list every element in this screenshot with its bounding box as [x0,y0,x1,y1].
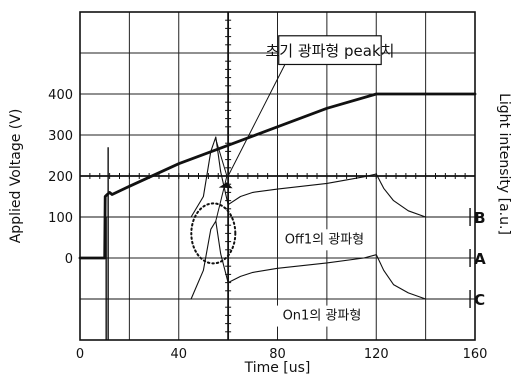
y-axis-label: Applied Voltage (V) [8,109,24,244]
leader-line [215,175,228,222]
annotation-label: On1의 광파형 [283,309,362,324]
x-tick-label: 40 [170,347,187,362]
peak-label-box [278,35,382,66]
leader-line [227,64,286,177]
x-axis-label: Time [us] [244,360,311,376]
curve-marker-label: A [474,250,486,268]
leader-line [215,138,228,177]
curve-marker-label: B [474,209,485,227]
series-group [78,92,477,340]
x-tick-label: 0 [76,347,84,362]
annotations: 초기 광파형 peak치 Off1의 광파형 On1의 광파형 B A C [190,35,486,327]
curve-marker-label: C [474,291,485,309]
series-line-applied-voltage [78,92,477,260]
annotation-background [278,229,371,251]
y2-axis-label: Light intensity [a.u.] [496,93,512,235]
series-line-light-on1 [79,220,476,300]
annotation-label: 초기 광파형 peak치 [265,42,394,60]
x-tick-label: 160 [463,347,488,362]
y-tick-label: 0 [65,252,73,267]
dotted-ellipse [190,202,237,265]
annotation-label: Off1의 광파형 [285,232,364,247]
arrowhead [218,182,233,189]
annotation-background [276,305,368,327]
series-line-light-off1 [79,136,476,218]
x-tick-label: 80 [269,347,286,362]
y-tick-label: 400 [48,88,73,103]
x-tick-label: 120 [364,347,389,362]
y-tick-label: 300 [48,129,73,144]
center-crosshair [80,12,475,340]
tick-labels: 0 40 80 120 160 0 100 200 300 400 [48,88,487,362]
y-tick-label: 200 [48,170,73,185]
y-tick-label: 100 [48,211,73,226]
